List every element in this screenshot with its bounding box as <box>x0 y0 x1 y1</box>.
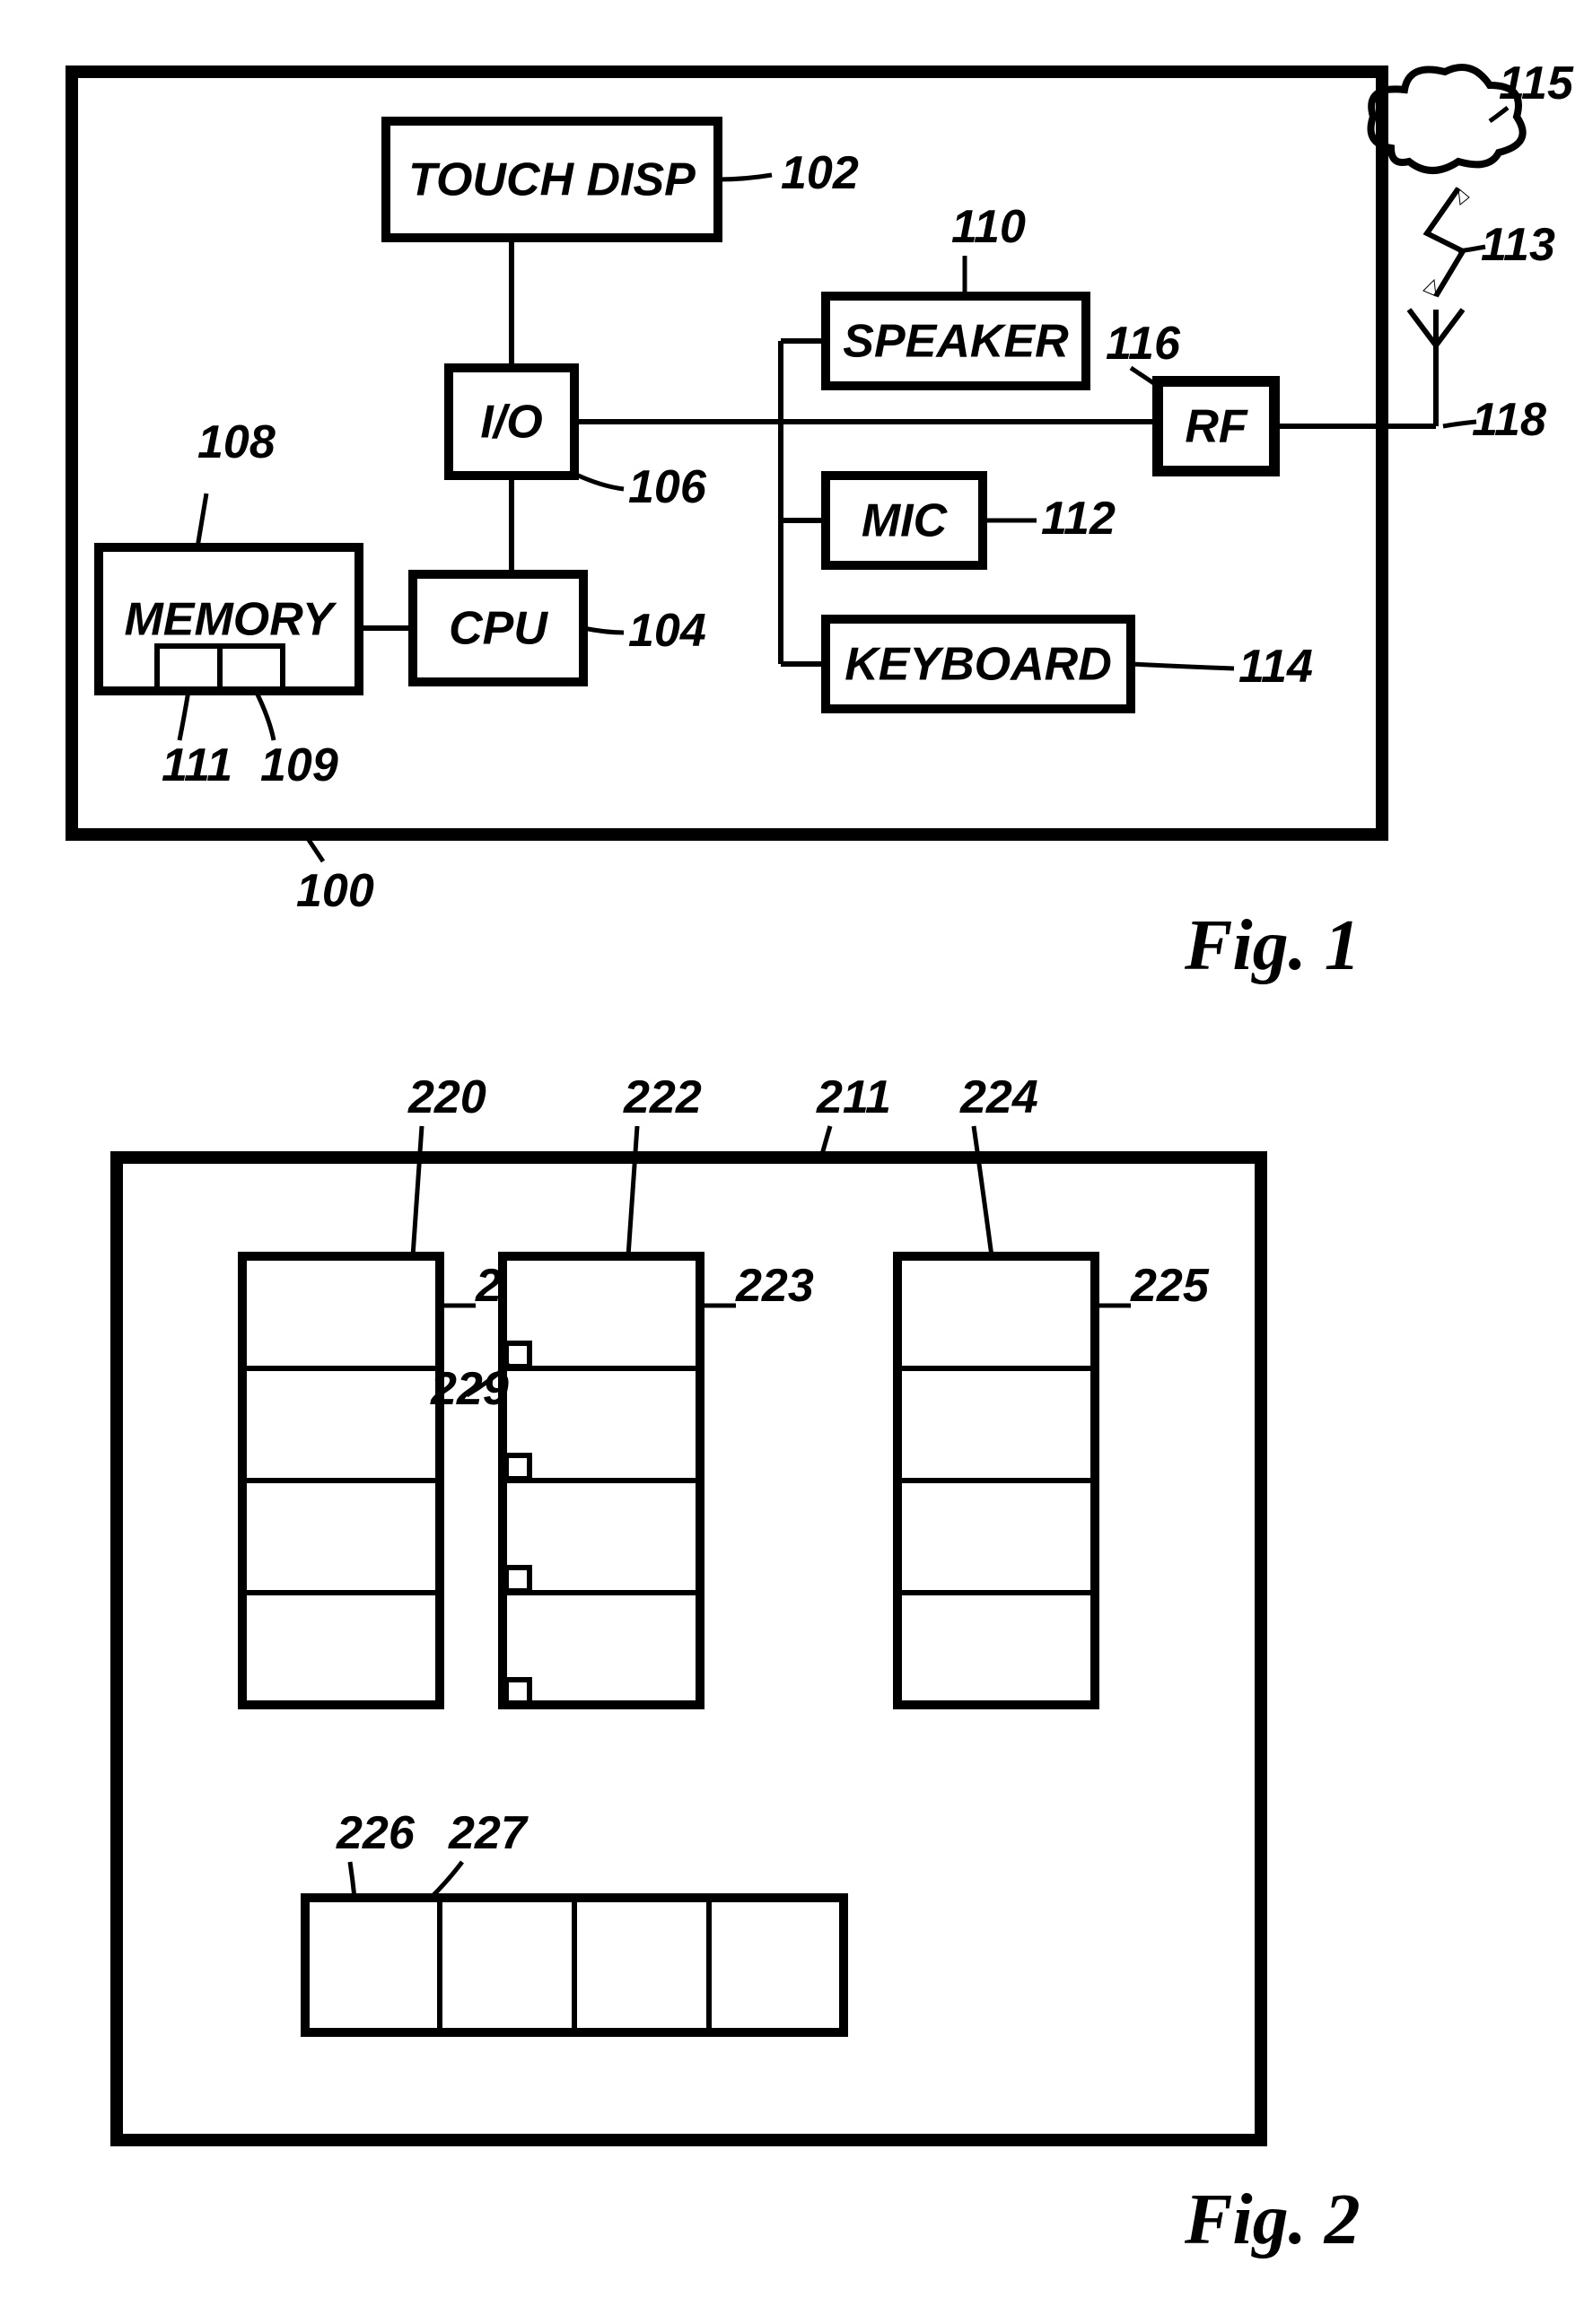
svg-text:MIC: MIC <box>862 495 949 547</box>
svg-text:RF: RF <box>1185 401 1248 453</box>
svg-text:106: 106 <box>628 461 707 513</box>
svg-text:223: 223 <box>735 1260 814 1312</box>
svg-text:KEYBOARD: KEYBOARD <box>845 639 1112 691</box>
svg-text:110: 110 <box>951 201 1026 253</box>
svg-text:100: 100 <box>296 865 374 917</box>
svg-text:222: 222 <box>623 1071 702 1123</box>
svg-text:104: 104 <box>628 605 706 657</box>
svg-text:225: 225 <box>1130 1260 1210 1312</box>
svg-text:Fig. 1: Fig. 1 <box>1184 906 1361 985</box>
svg-text:224: 224 <box>959 1071 1038 1123</box>
svg-text:TOUCH DISP: TOUCH DISP <box>408 154 696 206</box>
svg-text:113: 113 <box>1481 219 1555 271</box>
svg-text:111: 111 <box>162 739 232 791</box>
svg-text:108: 108 <box>197 416 276 468</box>
svg-text:227: 227 <box>448 1807 529 1859</box>
svg-text:226: 226 <box>336 1807 416 1859</box>
svg-text:I/O: I/O <box>480 397 542 449</box>
svg-text:109: 109 <box>260 739 338 791</box>
svg-text:115: 115 <box>1499 57 1574 109</box>
svg-text:SPEAKER: SPEAKER <box>843 316 1069 368</box>
svg-text:211: 211 <box>816 1071 891 1123</box>
svg-text:102: 102 <box>781 147 859 199</box>
svg-text:MEMORY: MEMORY <box>124 594 337 646</box>
svg-text:CPU: CPU <box>449 603 548 655</box>
svg-text:229: 229 <box>430 1363 509 1415</box>
svg-text:114: 114 <box>1238 641 1313 693</box>
svg-text:Fig. 2: Fig. 2 <box>1184 2180 1361 2259</box>
svg-text:112: 112 <box>1041 493 1116 545</box>
svg-text:118: 118 <box>1472 394 1546 446</box>
svg-text:220: 220 <box>407 1071 486 1123</box>
svg-text:116: 116 <box>1106 318 1181 370</box>
